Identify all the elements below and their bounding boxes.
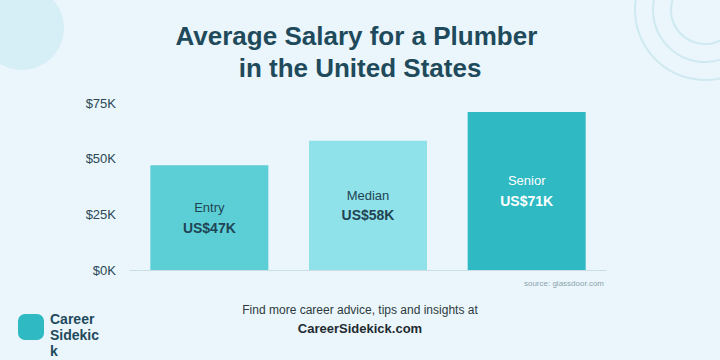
svg-text:CareerSidekick.com: CareerSidekick.com: [298, 321, 422, 336]
svg-text:US$58K: US$58K: [342, 207, 395, 223]
svg-text:Senior: Senior: [508, 173, 546, 188]
svg-text:Career: Career: [50, 311, 98, 327]
svg-text:Find more career advice, tips: Find more career advice, tips and insigh…: [242, 303, 478, 317]
svg-text:Median: Median: [347, 188, 390, 203]
svg-text:$0K: $0K: [93, 263, 116, 278]
svg-text:source: glassdoor.com: source: glassdoor.com: [524, 279, 604, 288]
svg-text:US$71K: US$71K: [500, 193, 553, 209]
svg-text:Average Salary for a Plumber: Average Salary for a Plumber: [176, 21, 545, 51]
svg-text:in the United States: in the United States: [239, 53, 482, 83]
svg-text:k: k: [50, 343, 58, 359]
svg-text:$25K: $25K: [86, 207, 117, 222]
svg-text:Sidekic: Sidekic: [50, 327, 99, 343]
svg-text:Entry: Entry: [194, 200, 225, 215]
svg-text:$75K: $75K: [86, 96, 117, 111]
svg-text:US$47K: US$47K: [183, 220, 236, 236]
svg-text:$50K: $50K: [86, 151, 117, 166]
